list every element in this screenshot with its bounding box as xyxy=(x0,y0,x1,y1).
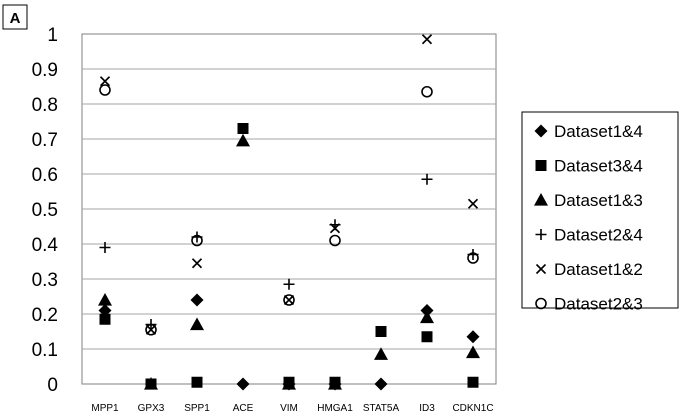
data-point xyxy=(329,234,341,247)
data-point xyxy=(420,310,434,324)
y-axis-tick-labels: 0 0.1 0.2 0.3 0.4 0.5 0.6 0.7 0.8 0.9 1 xyxy=(32,25,59,396)
legend-label: Dataset1&4 xyxy=(554,122,643,141)
legend-marker xyxy=(535,297,547,310)
data-point xyxy=(191,234,203,247)
x-tick-label: STAT5A xyxy=(363,403,400,414)
data-point xyxy=(283,278,295,290)
y-tick-label: 1 xyxy=(47,25,58,46)
data-point xyxy=(144,377,158,390)
y-tick-label: 0.9 xyxy=(32,60,58,81)
series-circle xyxy=(99,84,479,336)
data-point xyxy=(191,258,203,269)
legend-marker xyxy=(535,160,547,171)
legend-marker xyxy=(535,229,547,240)
x-tick-label: VIM xyxy=(280,403,298,414)
y-tick-label: 0.6 xyxy=(32,165,58,186)
data-point xyxy=(374,347,388,360)
x-tick-label: ACE xyxy=(233,403,254,414)
y-tick-label: 0.5 xyxy=(32,200,58,221)
data-points xyxy=(98,34,480,391)
x-tick-label: ID3 xyxy=(419,403,435,414)
data-point xyxy=(467,252,479,264)
data-point xyxy=(98,293,112,306)
legend-marker xyxy=(534,193,548,206)
y-tick-label: 0.7 xyxy=(32,130,58,151)
data-point xyxy=(99,76,111,87)
data-point xyxy=(328,377,342,390)
series-plus xyxy=(99,173,479,330)
data-point xyxy=(467,376,479,388)
legend-marker xyxy=(535,263,547,275)
data-point xyxy=(421,34,433,45)
y-tick-label: 0.4 xyxy=(32,235,59,256)
data-point xyxy=(421,85,433,98)
panel-label-box xyxy=(2,4,28,30)
data-point xyxy=(145,323,157,336)
series-triangle xyxy=(98,133,480,390)
x-tick-label: GPX3 xyxy=(138,403,165,414)
data-point xyxy=(99,84,111,96)
y-tick-label: 0.3 xyxy=(32,270,58,291)
y-tick-label: 0 xyxy=(47,375,58,396)
x-axis-tick-labels: MPP1 GPX3 SPP1 ACE VIM HMGA1 STAT5A ID3 CDKN1C xyxy=(91,403,493,414)
legend-label: Dataset1&3 xyxy=(554,191,643,210)
data-point xyxy=(421,173,433,185)
data-point xyxy=(421,331,433,343)
legend-label: Dataset2&4 xyxy=(554,226,643,245)
y-tick-label: 0.8 xyxy=(32,95,58,116)
y-tick-label: 0.1 xyxy=(32,340,58,361)
data-point xyxy=(190,293,204,307)
legend-box xyxy=(521,111,679,309)
data-point xyxy=(99,242,111,253)
data-point xyxy=(466,345,480,359)
legend-label: Dataset2&3 xyxy=(554,295,643,314)
data-point xyxy=(99,313,111,325)
data-point xyxy=(466,330,480,344)
data-point xyxy=(374,377,388,391)
data-point xyxy=(237,123,249,134)
data-point xyxy=(190,317,204,331)
data-point xyxy=(283,294,295,306)
data-point xyxy=(375,326,387,337)
x-tick-label: SPP1 xyxy=(184,403,210,414)
panel-label: A xyxy=(10,10,21,27)
data-point xyxy=(191,376,203,388)
data-point xyxy=(329,223,341,234)
legend: Dataset1&4 Dataset3&4 Dataset1&3 Dataset2&4… xyxy=(534,122,643,314)
y-tick-label: 0.2 xyxy=(32,305,58,326)
data-point xyxy=(282,377,296,390)
legend-marker xyxy=(534,124,548,138)
data-point xyxy=(236,133,250,147)
data-point xyxy=(467,198,479,209)
x-tick-label: HMGA1 xyxy=(317,403,353,414)
x-tick-label: CDKN1C xyxy=(452,403,493,414)
data-point xyxy=(236,377,250,391)
legend-label: Dataset1&2 xyxy=(554,260,643,279)
legend-label: Dataset3&4 xyxy=(554,157,643,176)
x-tick-label: MPP1 xyxy=(91,403,119,414)
